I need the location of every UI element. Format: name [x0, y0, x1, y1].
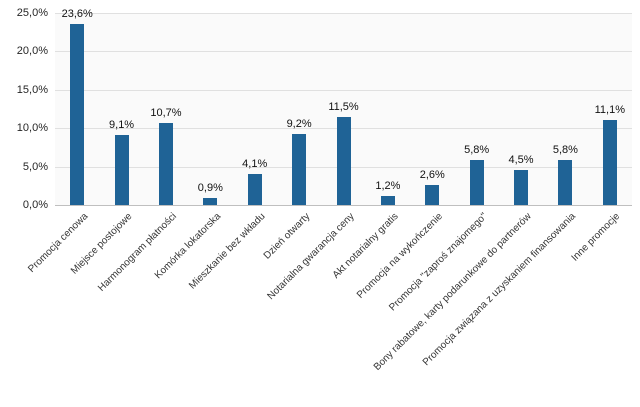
y-axis-tick-label: 0,0%	[22, 199, 48, 211]
y-axis-tick-label: 15,0%	[16, 83, 48, 96]
x-axis-label: Notarialna gwarancja ceny	[265, 211, 357, 303]
bar-value-label: 5,8%	[552, 144, 578, 157]
bar	[558, 160, 573, 205]
bar-value-label: 23,6%	[61, 7, 93, 20]
bar-value-label: 9,2%	[286, 118, 312, 131]
bar	[70, 23, 85, 205]
bar	[336, 116, 351, 205]
x-axis-label: Harmonogram płatności	[95, 211, 179, 294]
y-axis-tick-label: 25,0%	[16, 7, 48, 19]
bar-value-label: 11,5%	[328, 100, 359, 113]
gridline	[55, 89, 632, 91]
bar-value-label: 5,8%	[464, 144, 490, 157]
bar-value-label: 11,1%	[594, 103, 625, 116]
bar	[203, 198, 218, 205]
bar	[602, 119, 617, 205]
gridline	[55, 13, 632, 14]
bar	[158, 122, 173, 205]
y-axis-tick-label: 20,0%	[16, 45, 48, 58]
x-axis-label: Promocja związana z uzyskaniem finansowa…	[421, 211, 579, 369]
bar-value-label: 10,7%	[150, 106, 182, 119]
bar	[469, 160, 484, 205]
y-axis-tick-label: 5,0%	[22, 160, 48, 173]
gridline	[55, 51, 632, 53]
y-axis-tick-label: 10,0%	[16, 122, 48, 135]
x-axis-label: Bony rabatowe, karty podarunkowe do part…	[371, 211, 534, 373]
bar-value-label: 2,6%	[419, 169, 445, 182]
bar	[514, 170, 529, 205]
bar	[380, 195, 395, 205]
x-axis-label: Promocja na wykończenie	[355, 211, 446, 301]
bar	[425, 185, 440, 205]
x-axis-label: Mieszkanie bez wkładu	[187, 211, 268, 292]
bar-value-label: 4,1%	[242, 157, 268, 170]
x-axis-line	[55, 205, 632, 206]
bar-value-label: 1,2%	[375, 179, 401, 192]
bar	[114, 135, 129, 205]
bar	[292, 134, 307, 205]
bar-value-label: 4,5%	[508, 154, 534, 167]
bar-value-label: 9,1%	[109, 119, 135, 132]
bar	[247, 173, 262, 205]
bar-value-label: 0,9%	[197, 182, 223, 195]
